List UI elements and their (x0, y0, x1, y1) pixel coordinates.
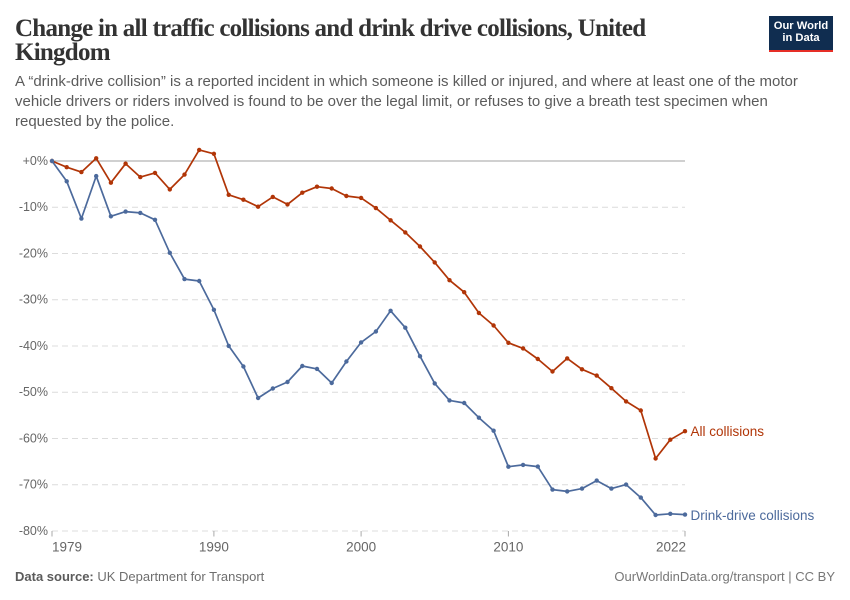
svg-text:-20%: -20% (19, 246, 48, 260)
svg-text:-60%: -60% (19, 431, 48, 445)
svg-text:1990: 1990 (199, 540, 229, 555)
svg-text:Drink-drive collisions: Drink-drive collisions (691, 508, 815, 523)
svg-text:2022: 2022 (656, 540, 686, 555)
svg-text:2000: 2000 (346, 540, 376, 555)
svg-text:-80%: -80% (19, 524, 48, 538)
svg-text:-70%: -70% (19, 477, 48, 491)
svg-text:All collisions: All collisions (691, 424, 765, 439)
svg-text:1979: 1979 (52, 540, 82, 555)
svg-text:2010: 2010 (493, 540, 523, 555)
svg-text:+0%: +0% (23, 154, 48, 168)
svg-text:-10%: -10% (19, 200, 48, 214)
svg-text:-40%: -40% (19, 339, 48, 353)
svg-text:-50%: -50% (19, 385, 48, 399)
svg-text:-30%: -30% (19, 292, 48, 306)
